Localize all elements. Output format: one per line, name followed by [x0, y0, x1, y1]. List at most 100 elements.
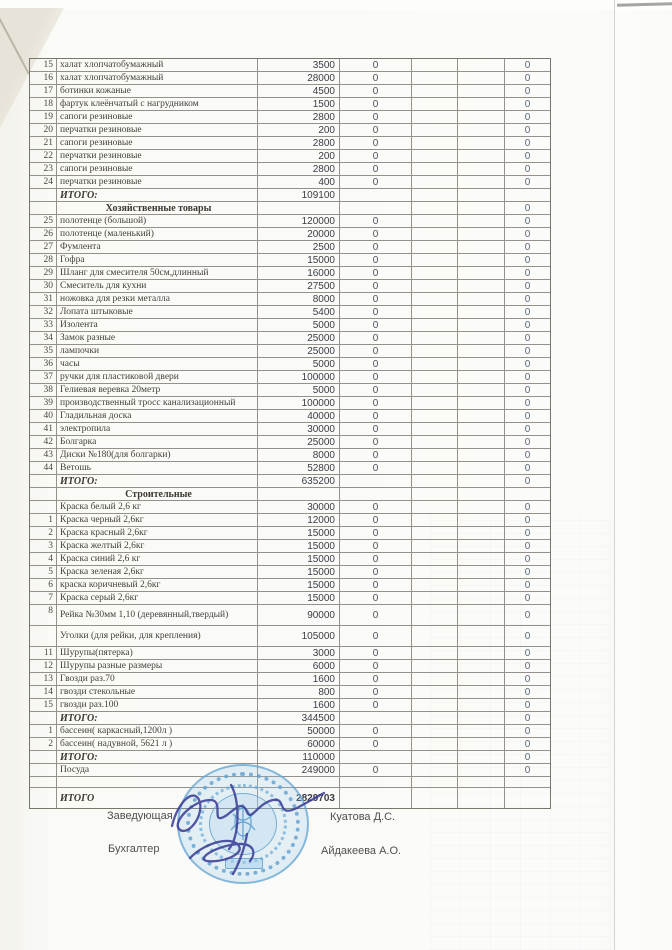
cell-num [30, 189, 57, 201]
cell-price [258, 488, 340, 500]
cell-name [57, 777, 258, 787]
cell-c6 [458, 189, 505, 201]
cell-num: 11 [30, 647, 57, 659]
cell-c6 [458, 686, 505, 698]
cell-name: ручки для пластиковой двери [57, 371, 258, 383]
cell-c4: 0 [340, 72, 412, 84]
cell-c7: 0 [524, 725, 531, 737]
cell-c5 [412, 449, 458, 461]
cell-c4: 0 [340, 124, 412, 136]
table-row: 15 гвозди раз.100 1600 0 0 [30, 699, 550, 712]
cell-c5 [412, 592, 458, 604]
cell-c5 [412, 137, 458, 149]
cell-c7: 0 [524, 384, 531, 396]
cell-c5 [412, 488, 458, 500]
cell-price: 52800 [258, 462, 340, 474]
cell-c5 [412, 150, 458, 162]
table-row: 29 Шланг для смесителя 50см,длинный 16000 0… [30, 267, 550, 280]
cell-price: 3000 [258, 647, 340, 659]
cell-name: Фумлента [57, 241, 258, 253]
cell-price: 25000 [258, 345, 340, 357]
cell-num: 30 [30, 280, 57, 292]
cell-num: 14 [30, 686, 57, 698]
cell-c5 [412, 98, 458, 110]
cell-num: 1 [30, 725, 57, 737]
cell-price: 25000 [258, 436, 340, 448]
cell-c7: 0 [524, 712, 531, 724]
cell-c4: 0 [340, 423, 412, 435]
cell-num [30, 488, 57, 500]
cell-c4 [340, 475, 412, 487]
cell-c7: 0 [524, 293, 531, 305]
table-row: 25 полотенце (большой) 120000 0 0 [30, 215, 550, 228]
table-row: 6 краска коричневый 2,6кг 15000 0 0 [30, 579, 550, 592]
cell-num: 41 [30, 423, 57, 435]
cell-c4: 0 [340, 462, 412, 474]
cell-c5 [412, 712, 458, 724]
cell-price: 200 [258, 150, 340, 162]
cell-num: 34 [30, 332, 57, 344]
cell-c7: 0 [524, 306, 531, 318]
cell-price: 8000 [258, 449, 340, 461]
cell-c4: 0 [340, 540, 412, 552]
cell-c5 [412, 686, 458, 698]
cell-price [258, 777, 340, 787]
cell-num: 32 [30, 306, 57, 318]
cell-name: ИТОГО: [57, 189, 258, 201]
cell-c5 [412, 384, 458, 396]
cell-c4: 0 [340, 647, 412, 659]
cell-c7: 0 [524, 647, 531, 659]
signatory-role-1: Заведующая [107, 810, 173, 822]
table-row: Уголки (для рейки, для крепления) 105000 0… [30, 626, 550, 647]
cell-c4: 0 [340, 501, 412, 513]
cell-name: Краска зеленая 2,6кг [57, 566, 258, 578]
cell-c4: 0 [340, 59, 412, 71]
table-row [30, 777, 550, 788]
cell-price: 5400 [258, 306, 340, 318]
cell-c6 [458, 423, 505, 435]
table-row: 20 перчатки резиновые 200 0 0 [30, 124, 550, 137]
cell-c5 [412, 163, 458, 175]
cell-name: Шурупы(пятерка) [57, 647, 258, 659]
cell-name: фартук клеёнчатый с нагрудником [57, 98, 258, 110]
cell-price: 5000 [258, 319, 340, 331]
cell-price: 1600 [258, 699, 340, 711]
cell-c5 [412, 738, 458, 750]
table-row: 31 ножовка для резки металла 8000 0 0 [30, 293, 550, 306]
cell-name: Краска серый 2,6кг [57, 592, 258, 604]
table-row: 34 Замок разные 25000 0 0 [30, 332, 550, 345]
cell-num: 42 [30, 436, 57, 448]
cell-c6 [458, 59, 505, 71]
cell-c4: 0 [340, 514, 412, 526]
cell-c7: 0 [524, 553, 531, 565]
cell-c7: 0 [524, 72, 531, 84]
cell-price: 30000 [258, 423, 340, 435]
cell-c7: 0 [524, 241, 531, 253]
cell-c7 [505, 777, 550, 787]
cell-c6 [458, 475, 505, 487]
cell-num: 13 [30, 673, 57, 685]
cell-price: 1500 [258, 98, 340, 110]
page-edge-line [614, 0, 615, 950]
cell-c4 [340, 788, 412, 808]
cell-num: 40 [30, 410, 57, 422]
cell-price: 28000 [258, 72, 340, 84]
cell-name: бассеин( надувной, 5621 л ) [57, 738, 258, 750]
cell-name: производственный тросс канализационный [57, 397, 258, 409]
table-row: 2 бассеин( надувной, 5621 л ) 60000 0 0 [30, 738, 550, 751]
cell-c4: 0 [340, 527, 412, 539]
cell-c6 [458, 462, 505, 474]
cell-name: халат хлопчатобумажный [57, 72, 258, 84]
cell-c4: 0 [340, 85, 412, 97]
cell-num: 37 [30, 371, 57, 383]
bleed-through-grid [430, 515, 612, 950]
cell-num: 7 [30, 592, 57, 604]
cell-c4: 0 [340, 592, 412, 604]
cell-c4 [340, 751, 412, 763]
cell-name: сапоги резиновые [57, 111, 258, 123]
cell-c7: 0 [524, 686, 531, 698]
signatory-name-1: Куатова Д.С. [330, 811, 396, 823]
table-row: 21 сапоги резиновые 2800 0 0 [30, 137, 550, 150]
cell-name: бассеин( каркасный,1200л ) [57, 725, 258, 737]
cell-c6 [458, 501, 505, 513]
